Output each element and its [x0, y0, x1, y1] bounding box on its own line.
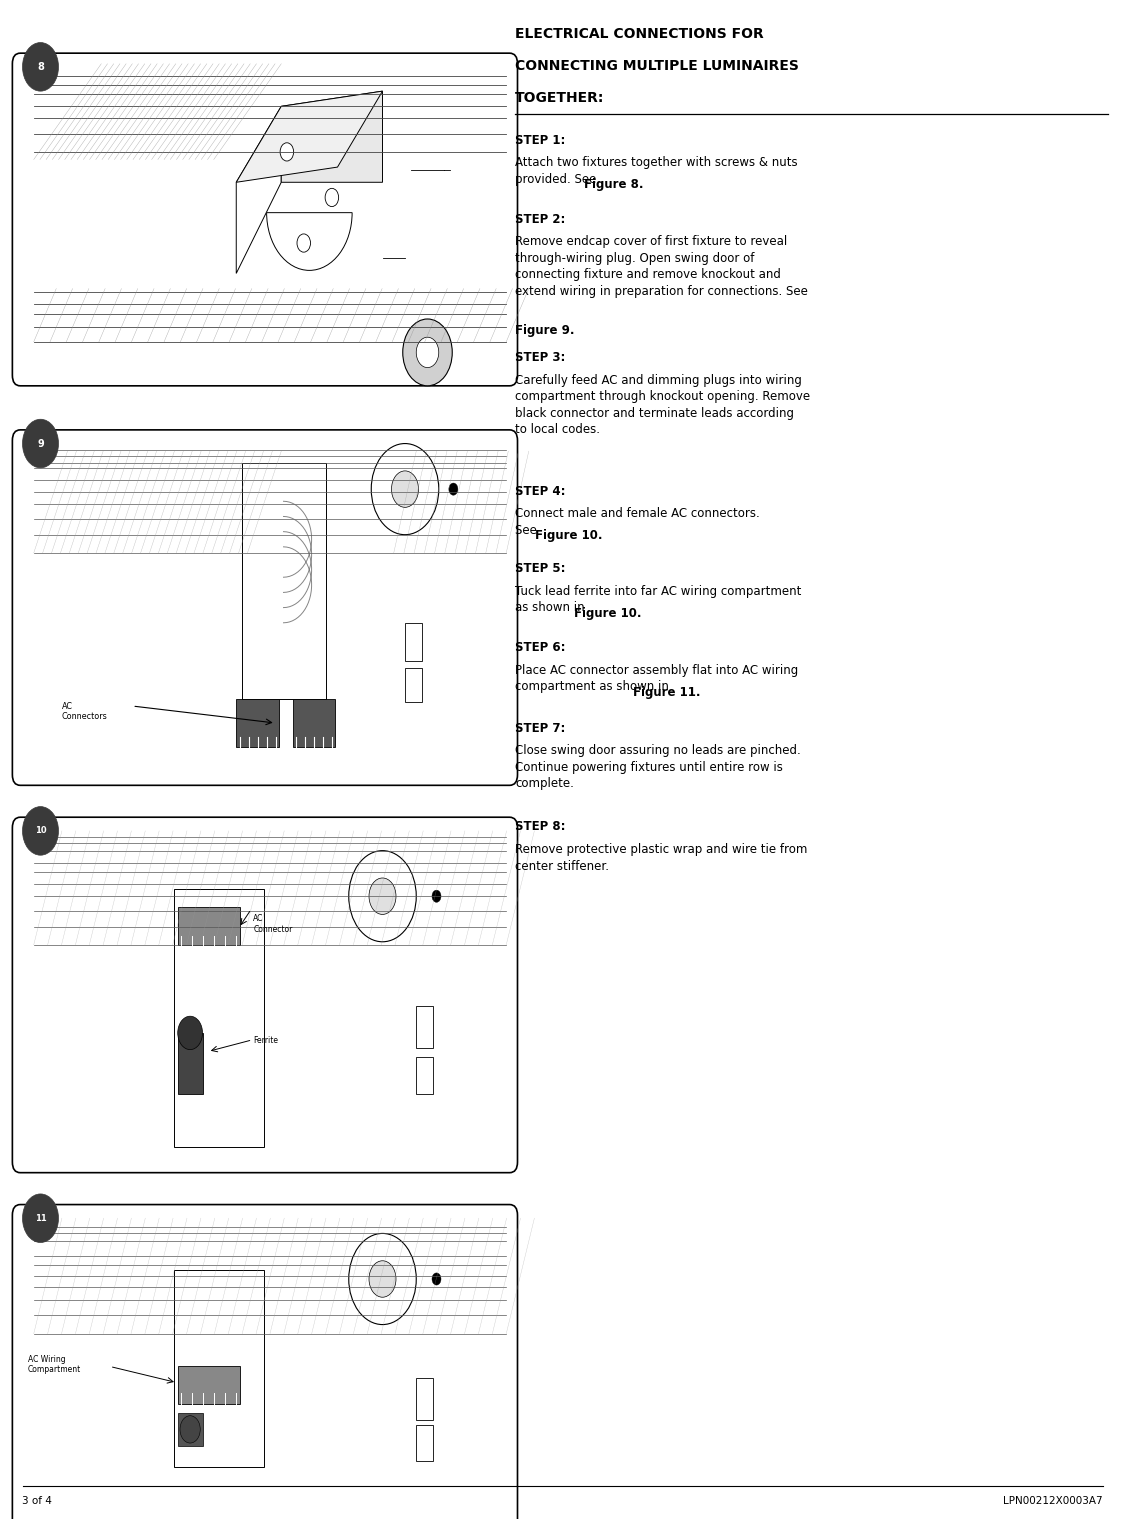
Bar	[405, 623, 422, 661]
Text: TOGETHER:: TOGETHER:	[515, 91, 604, 105]
Bar	[405, 668, 422, 702]
Text: Remove endcap cover of first fixture to reveal
through-wiring plug. Open swing d: Remove endcap cover of first fixture to …	[515, 235, 808, 314]
Text: 3 of 4: 3 of 4	[22, 1496, 53, 1505]
Bar	[178, 1413, 202, 1446]
Circle shape	[22, 807, 58, 855]
Text: Figure 9.: Figure 9.	[515, 324, 575, 337]
Text: Place AC connector assembly flat into AC wiring
compartment as shown in: Place AC connector assembly flat into AC…	[515, 664, 799, 693]
Circle shape	[325, 188, 339, 207]
Bar	[178, 1366, 240, 1404]
FancyBboxPatch shape	[12, 817, 518, 1173]
Text: Connect male and female AC connectors.
See: Connect male and female AC connectors. S…	[515, 507, 760, 536]
FancyBboxPatch shape	[12, 1205, 518, 1519]
Text: LPN00212X0003A7: LPN00212X0003A7	[1002, 1496, 1102, 1505]
Bar	[416, 1006, 433, 1048]
Text: AC
Connectors: AC Connectors	[62, 702, 108, 722]
Text: STEP 1:: STEP 1:	[515, 134, 566, 147]
Bar	[416, 1057, 433, 1094]
Text: CONNECTING MULTIPLE LUMINAIRES: CONNECTING MULTIPLE LUMINAIRES	[515, 59, 799, 73]
Circle shape	[449, 483, 458, 495]
Circle shape	[22, 1194, 58, 1243]
Text: 9: 9	[37, 439, 44, 448]
FancyBboxPatch shape	[12, 430, 518, 785]
Circle shape	[280, 143, 294, 161]
Circle shape	[22, 43, 58, 91]
Text: 11: 11	[35, 1214, 46, 1223]
Circle shape	[392, 471, 418, 507]
Text: Carefully feed AC and dimming plugs into wiring
compartment through knockout ope: Carefully feed AC and dimming plugs into…	[515, 374, 810, 436]
Polygon shape	[281, 91, 382, 182]
Circle shape	[180, 1416, 200, 1443]
Bar	[416, 1378, 433, 1420]
Text: ELECTRICAL CONNECTIONS FOR: ELECTRICAL CONNECTIONS FOR	[515, 27, 764, 41]
Circle shape	[369, 1261, 396, 1297]
Bar	[178, 907, 240, 945]
Circle shape	[416, 337, 439, 368]
Text: Figure 8.: Figure 8.	[584, 178, 643, 191]
Polygon shape	[236, 91, 382, 182]
Circle shape	[403, 319, 452, 386]
Text: STEP 5:: STEP 5:	[515, 562, 566, 576]
Circle shape	[349, 1233, 416, 1325]
Text: STEP 6:: STEP 6:	[515, 641, 566, 655]
Text: 10: 10	[35, 826, 46, 835]
Circle shape	[432, 890, 441, 902]
Text: Ferrite: Ferrite	[253, 1036, 278, 1045]
Bar	[416, 1425, 433, 1461]
Text: Attach two fixtures together with screws & nuts
provided. See: Attach two fixtures together with screws…	[515, 156, 798, 185]
Text: AC
Connector: AC Connector	[253, 914, 292, 934]
Circle shape	[432, 1273, 441, 1285]
Text: STEP 2:: STEP 2:	[515, 213, 566, 226]
Circle shape	[22, 419, 58, 468]
Bar	[174, 1270, 264, 1467]
Bar	[174, 889, 264, 1147]
Circle shape	[371, 444, 439, 535]
Text: STEP 4:: STEP 4:	[515, 485, 566, 498]
Text: STEP 3:: STEP 3:	[515, 351, 566, 365]
Bar	[236, 699, 279, 747]
Text: Figure 10.: Figure 10.	[574, 606, 641, 620]
Text: Remove protective plastic wrap and wire tie from
center stiffener.: Remove protective plastic wrap and wire …	[515, 843, 808, 872]
Text: Figure 11.: Figure 11.	[632, 687, 700, 699]
Wedge shape	[267, 213, 352, 270]
Circle shape	[297, 234, 310, 252]
Text: Figure 10.: Figure 10.	[534, 529, 602, 542]
Circle shape	[178, 1016, 202, 1050]
Bar	[292, 699, 335, 747]
Text: Close swing door assuring no leads are pinched.
Continue powering fixtures until: Close swing door assuring no leads are p…	[515, 744, 801, 790]
Bar	[178, 1033, 202, 1094]
Circle shape	[369, 878, 396, 914]
Text: STEP 7:: STEP 7:	[515, 722, 566, 735]
Text: 8: 8	[37, 62, 44, 71]
Bar	[242, 463, 326, 699]
Text: AC Wiring
Compartment: AC Wiring Compartment	[28, 1355, 81, 1375]
Text: STEP 8:: STEP 8:	[515, 820, 566, 834]
Circle shape	[349, 851, 416, 942]
Polygon shape	[236, 106, 281, 273]
Text: Tuck lead ferrite into far AC wiring compartment
as shown in: Tuck lead ferrite into far AC wiring com…	[515, 585, 802, 614]
FancyBboxPatch shape	[12, 53, 518, 386]
